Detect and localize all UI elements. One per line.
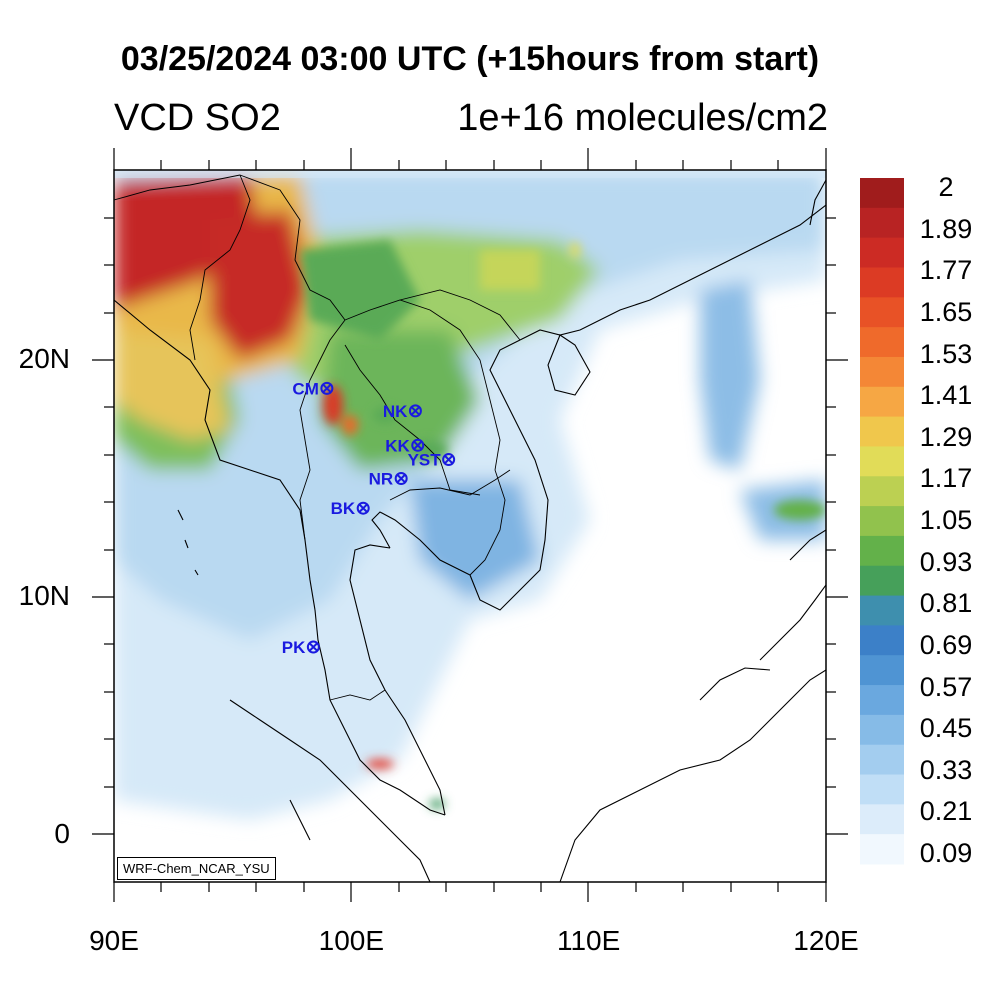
- colorbar-tick-label: 1.77: [919, 255, 973, 286]
- colorbar-tick-label: 1.41: [919, 380, 973, 411]
- colorbar-swatch: [860, 714, 904, 746]
- colorbar-swatch: [860, 237, 904, 268]
- station-marker-icon: [394, 472, 408, 486]
- station-marker-icon: [306, 640, 320, 654]
- colorbar-swatch: [860, 416, 904, 447]
- station-marker-icon: [442, 453, 456, 467]
- colorbar-swatch: [860, 207, 904, 239]
- lat-label: 0: [54, 817, 70, 849]
- colorbar-swatch: [860, 744, 904, 776]
- lat-label: 20N: [18, 342, 70, 374]
- lat-label: 10N: [18, 580, 70, 612]
- colorbar-swatch: [860, 804, 904, 835]
- country-borders: [114, 174, 521, 701]
- colorbar-tick-label: 1.65: [919, 296, 973, 327]
- station-marker-icon: [408, 404, 422, 418]
- map-title: 03/25/2024 03:00 UTC (+15hours from star…: [120, 40, 820, 78]
- station-label: KK: [385, 436, 410, 455]
- colorbar-swatch: [860, 476, 904, 507]
- station-bk: BK: [331, 499, 370, 518]
- station-kk: KK: [385, 436, 425, 455]
- lon-label: 90E: [89, 925, 139, 956]
- colorbar-swatch: [860, 386, 904, 418]
- station-marker-icon: [356, 501, 370, 515]
- lon-label: 100E: [318, 925, 385, 956]
- colorbar-swatch: [860, 655, 904, 686]
- unit-title: 1e+16 molecules/cm2: [457, 97, 828, 139]
- colorbar-swatch: [860, 446, 904, 477]
- colorbar-tick-label: 2: [938, 172, 954, 202]
- colorbar-swatch: [860, 565, 904, 597]
- colorbar-tick-label: 1.05: [919, 505, 973, 535]
- colorbar-swatch: [860, 506, 904, 537]
- colorbar-tick-label: 0.81: [919, 588, 973, 619]
- station-nk: NK: [383, 402, 422, 421]
- colorbar-swatch: [860, 625, 904, 656]
- colorbar: [860, 178, 904, 865]
- station-label: NR: [369, 470, 394, 489]
- station-label: PK: [282, 638, 306, 657]
- colorbar-tick-label: 0.57: [919, 671, 973, 702]
- colorbar-tick-label: 0.93: [919, 546, 973, 577]
- colorbar-tick-label: 0.21: [919, 796, 973, 827]
- variable-title: VCD SO2: [114, 97, 281, 139]
- station-nr: NR: [369, 470, 408, 489]
- station-label: NK: [383, 402, 408, 421]
- colorbar-tick-label: 1.17: [919, 463, 973, 494]
- lon-label: 120E: [793, 925, 859, 956]
- colorbar-swatch: [860, 356, 904, 388]
- station-cm: CM: [292, 379, 334, 398]
- station-marker-icon: [320, 381, 334, 395]
- colorbar-swatch: [860, 595, 904, 626]
- station-label: YST: [408, 451, 442, 470]
- colorbar-tick-label: 1.53: [919, 338, 973, 369]
- colorbar-swatch: [860, 685, 904, 716]
- colorbar-swatch: [860, 178, 904, 209]
- station-yst: YST: [408, 451, 456, 470]
- colorbar-swatch: [860, 774, 904, 805]
- lon-label: 110E: [556, 925, 621, 956]
- station-label: CM: [292, 379, 318, 398]
- axis-ticks: [92, 148, 848, 902]
- colorbar-swatch: [860, 297, 904, 328]
- colorbar-swatch: [860, 327, 904, 358]
- colorbar-tick-label: 0.33: [919, 754, 973, 785]
- station-label: BK: [331, 499, 356, 518]
- colorbar-tick-label: 0.69: [919, 629, 973, 660]
- model-label: WRF-Chem_NCAR_YSU: [117, 857, 276, 880]
- colorbar-tick-label: 0.45: [919, 713, 973, 744]
- plot-frame: [113, 169, 827, 883]
- colorbar-swatch: [860, 267, 904, 298]
- colorbar-tick-label: 1.29: [919, 421, 973, 452]
- colorbar-swatch: [860, 834, 904, 865]
- colorbar-tick-label: 1.89: [919, 213, 973, 244]
- coastlines: [114, 179, 826, 882]
- station-marker-icon: [411, 438, 425, 452]
- station-pk: PK: [282, 638, 320, 657]
- colorbar-tick-label: 0.09: [919, 838, 973, 868]
- colorbar-swatch: [860, 535, 904, 567]
